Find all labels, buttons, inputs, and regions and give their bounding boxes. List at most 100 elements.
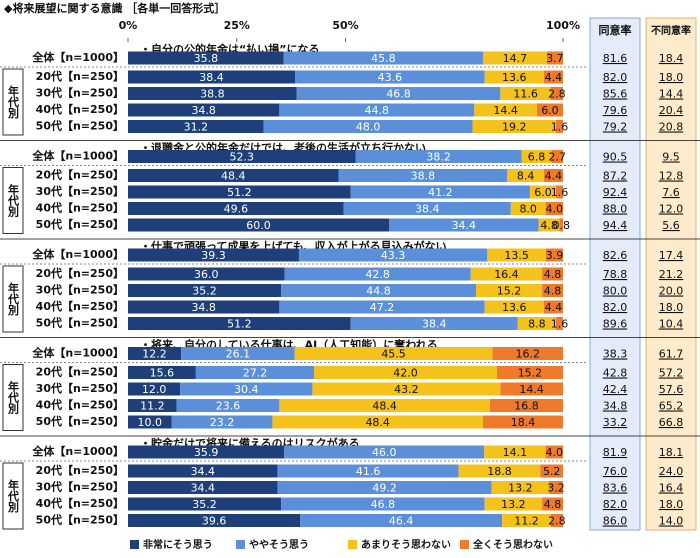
- value-label: 36.0: [194, 268, 219, 281]
- value-label: 13.2: [501, 498, 526, 511]
- agree-value: 81.9: [603, 446, 628, 459]
- value-label: 2.8: [548, 88, 566, 101]
- bar-segment: [542, 497, 563, 511]
- agree-value: 82.6: [603, 249, 628, 262]
- agree-value: 82.0: [603, 498, 628, 511]
- bar-segment: [277, 481, 492, 494]
- value-label: 13.6: [502, 301, 527, 314]
- bar-segment: [521, 150, 552, 163]
- disagree-header: 不同意率: [651, 24, 691, 37]
- age-group-label: 年代別: [7, 478, 21, 513]
- legend-swatch: [460, 540, 469, 549]
- agree-value: 42.8: [603, 367, 628, 380]
- bar-segment: [294, 347, 493, 360]
- value-label: 8.0: [519, 203, 537, 216]
- disagree-value: 5.6: [662, 219, 680, 232]
- agree-column: [589, 17, 641, 531]
- value-label: 1.6: [551, 186, 569, 199]
- row-label: 30代【n=250】: [36, 283, 124, 297]
- value-label: 6.0: [534, 186, 552, 199]
- bar-segment: [295, 70, 485, 84]
- value-label: 35.8: [194, 52, 219, 65]
- bar-segment: [502, 514, 551, 527]
- bar-segment: [546, 51, 563, 65]
- legend-label: 非常にそう思う: [143, 538, 213, 551]
- page-title: ◆将来展望に関する意識 ［各単一回答形式］: [4, 1, 225, 15]
- value-label: 14.7: [503, 52, 528, 65]
- x-tick-label: 100%: [546, 19, 580, 32]
- value-label: 18.8: [487, 465, 512, 478]
- row-label: 50代【n=250】: [36, 217, 124, 231]
- disagree-value: 65.2: [659, 400, 684, 413]
- bar-segment: [195, 366, 315, 379]
- bar-segment: [507, 169, 544, 182]
- disagree-value: 57.2: [659, 367, 684, 380]
- disagree-value: 57.6: [659, 383, 684, 396]
- bar-segment: [491, 481, 550, 494]
- value-label: 39.6: [202, 515, 227, 528]
- bar-segment: [492, 347, 563, 360]
- value-label: 23.2: [210, 416, 235, 429]
- disagree-value: 24.0: [659, 465, 684, 478]
- value-label: 11.2: [140, 400, 165, 413]
- value-label: 6.0: [541, 104, 559, 117]
- bar-segment: [284, 267, 471, 281]
- agree-value: 90.5: [603, 151, 628, 164]
- bar-segment: [559, 218, 563, 232]
- x-tick-label: 25%: [224, 19, 250, 32]
- row-label: 全体【n=1000】: [31, 444, 124, 458]
- disagree-value: 12.8: [659, 170, 684, 183]
- disagree-value: 20.0: [659, 285, 684, 298]
- disagree-value: 14.4: [659, 88, 684, 101]
- agree-value: 38.3: [603, 348, 628, 361]
- bar-segment: [338, 169, 508, 182]
- row-label: 20代【n=250】: [36, 463, 124, 477]
- bar-segment: [536, 103, 563, 117]
- bar-segment: [128, 51, 284, 65]
- value-label: 15.2: [497, 285, 522, 298]
- value-label: 4.8: [544, 498, 562, 511]
- bar-segment: [545, 202, 563, 215]
- agree-value: 33.2: [603, 416, 628, 429]
- bar-segment: [128, 218, 389, 232]
- disagree-value: 18.0: [659, 301, 684, 314]
- agree-value: 88.0: [603, 203, 628, 216]
- value-label: 42.0: [393, 367, 418, 380]
- value-label: 16.4: [494, 268, 519, 281]
- value-label: 10.0: [138, 416, 163, 429]
- value-label: 12.2: [142, 348, 167, 361]
- value-label: 15.6: [150, 367, 175, 380]
- bar-segment: [500, 382, 563, 396]
- value-label: 4.0: [546, 203, 564, 216]
- age-group-box: [2, 167, 24, 234]
- disagree-value: 18.1: [659, 446, 684, 459]
- bar-segment: [556, 120, 563, 133]
- bar-segment: [128, 317, 351, 330]
- legend-label: あまりそう思わない: [361, 538, 451, 551]
- legend-swatch: [130, 540, 139, 549]
- bar-segment: [128, 284, 282, 297]
- value-label: 49.6: [224, 203, 249, 216]
- value-label: 42.8: [365, 268, 390, 281]
- bar-segment: [543, 300, 563, 314]
- value-label: 11.6: [513, 88, 538, 101]
- bar-segment: [128, 300, 280, 314]
- value-label: 35.9: [194, 446, 219, 459]
- agree-value: 79.2: [603, 121, 628, 134]
- value-label: 34.8: [191, 301, 216, 314]
- bar-segment: [543, 169, 563, 182]
- legend-swatch: [348, 540, 357, 549]
- value-label: 19.2: [502, 121, 527, 134]
- bar-segment: [549, 481, 563, 494]
- row-label: 全体【n=1000】: [31, 149, 124, 163]
- row-label: 全体【n=1000】: [31, 247, 124, 261]
- bar-segment: [128, 185, 351, 199]
- bar-segment: [550, 87, 563, 100]
- bar-segment: [355, 150, 522, 163]
- agree-header: 同意率: [599, 23, 632, 37]
- bar-segment: [128, 464, 278, 478]
- value-label: 34.4: [191, 465, 216, 478]
- disagree-value: 17.4: [659, 249, 684, 262]
- bar-segment: [545, 445, 563, 459]
